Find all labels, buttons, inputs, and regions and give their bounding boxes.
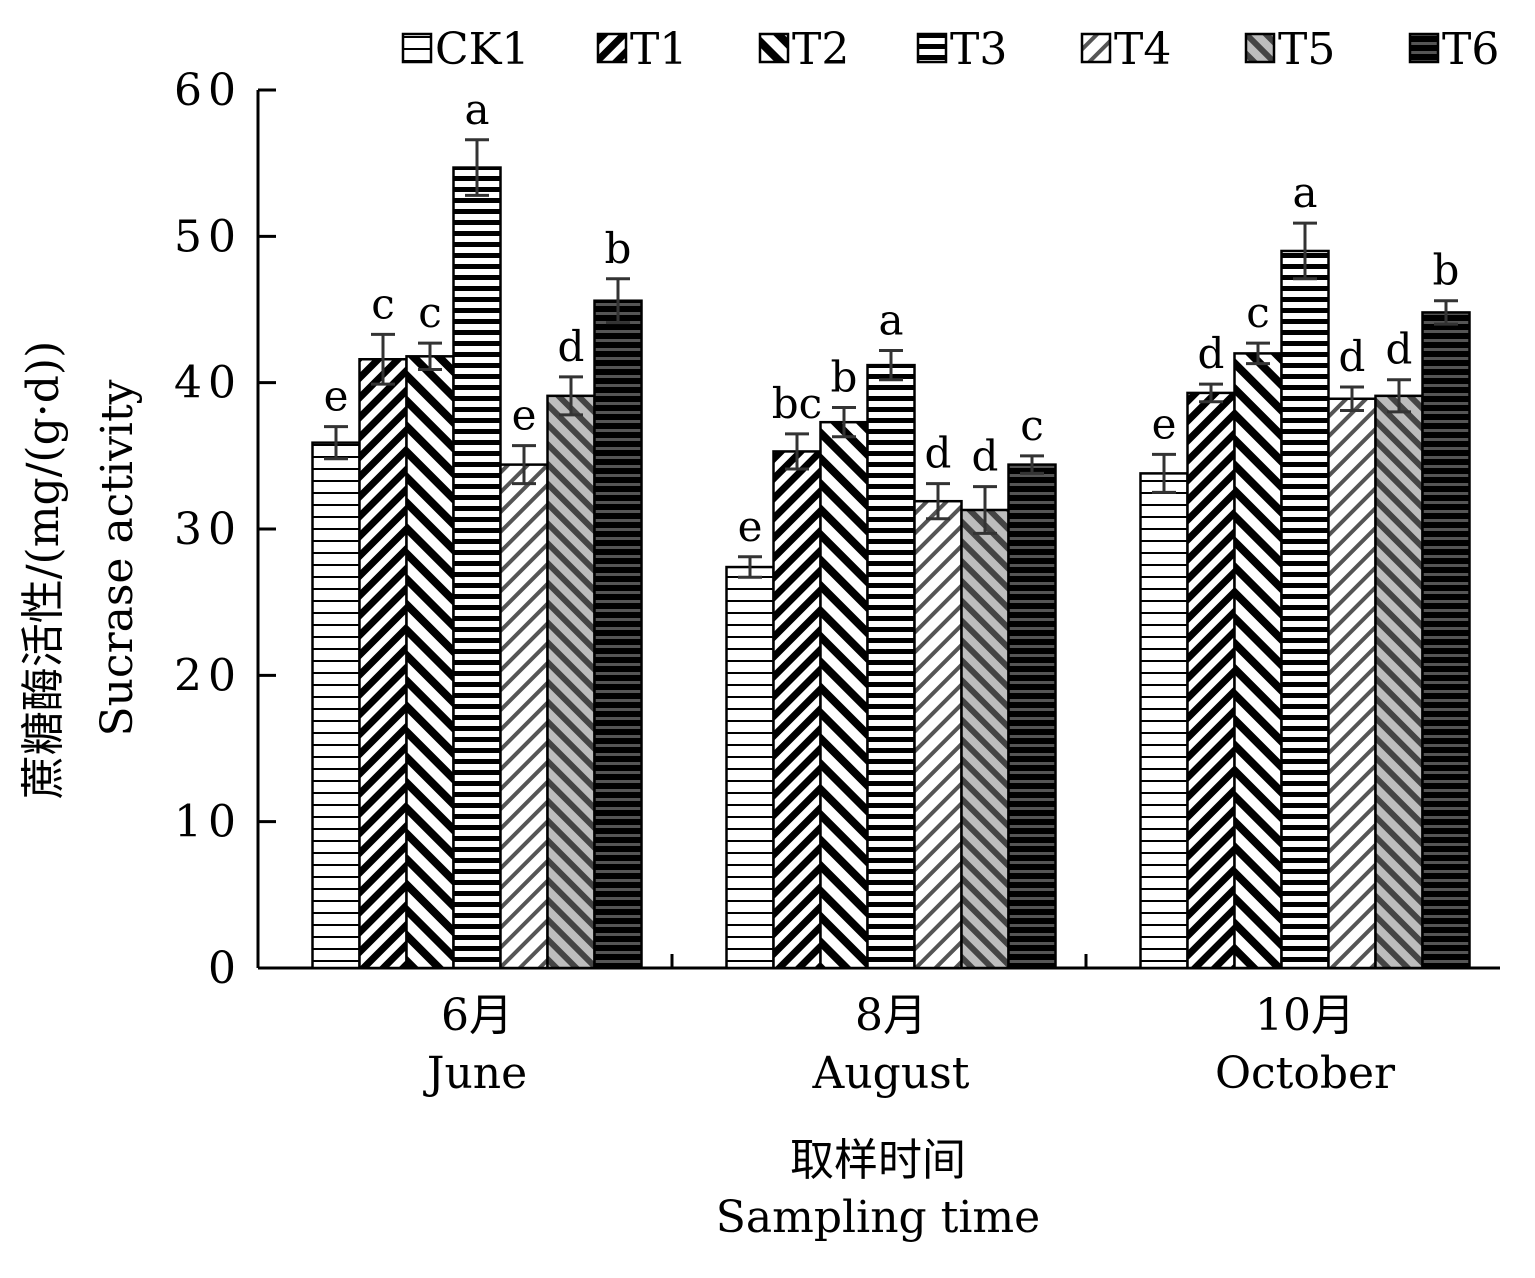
significance-label: d [558,322,585,371]
significance-label: c [418,288,442,337]
bar-t4 [1327,397,1377,970]
significance-label: d [1339,332,1366,381]
bar-ck1 [1139,472,1189,970]
bar-t1 [1186,391,1236,970]
significance-label: e [512,391,537,440]
y-tick-label: 40 [174,358,242,409]
x-category-label-en: October [1215,1048,1396,1099]
significance-label: e [324,372,349,421]
bar-ck1 [311,441,361,970]
y-axis-label-en: Sucrase activity [92,379,143,736]
significance-label: c [1246,288,1270,337]
axes: 0 10 20 30 40 50 60 6月 June 8月 August 10月 October [174,65,1500,1099]
x-category-label-cn: 8月 [855,990,927,1041]
legend-swatch-t1 [596,32,628,64]
significance-label: d [1386,325,1413,374]
x-category-label-en: August [812,1048,970,1099]
x-axis-label-cn: 取样时间 [790,1135,966,1186]
significance-label: a [464,85,489,134]
bar-t1 [358,358,408,970]
y-tick-label: 50 [174,211,242,262]
legend-label-t1: T1 [630,24,687,75]
legend-swatch-t6 [1408,32,1440,64]
legend-swatch-t2 [758,32,790,64]
bar-t2 [405,355,455,970]
bar-ck1 [725,565,775,970]
legend-label-t4: T4 [1114,24,1171,75]
legend-label-t6: T6 [1442,24,1499,75]
legend-swatch-ck1 [401,32,433,64]
significance-label: a [878,295,903,344]
significance-label: c [1020,401,1044,450]
y-tick-label: 0 [208,943,242,994]
significance-label: e [738,502,763,551]
x-category-label-cn: 10月 [1255,990,1355,1041]
significance-label: d [1198,329,1225,378]
bar-t3 [1280,249,1330,970]
significance-label: e [1152,399,1177,448]
legend-label-t2: T2 [792,24,849,75]
bar-t5 [960,508,1010,970]
x-category-label-cn: 6月 [441,990,513,1041]
bar-t6 [593,299,643,970]
legend-label-t3: T3 [950,24,1007,75]
significance-label: c [371,279,395,328]
y-tick-label: 20 [174,650,242,701]
bar-t3 [452,166,502,970]
bar-t3 [866,363,916,970]
x-axis-label-en: Sampling time [716,1192,1040,1243]
significance-label: b [605,224,632,273]
legend-label-t5: T5 [1278,24,1335,75]
significance-label: d [972,432,999,481]
significance-label: bc [772,379,822,428]
significance-label: d [925,429,952,478]
x-category-label-en: June [423,1048,527,1099]
legend-swatch-t3 [916,32,948,64]
legend-swatch-t5 [1244,32,1276,64]
bar-t5 [546,394,596,970]
y-tick-label: 60 [174,65,242,116]
legend-label-ck1: CK1 [435,24,530,75]
significance-label: a [1292,168,1317,217]
bar-t4 [913,499,963,970]
bar-t6 [1007,463,1057,970]
y-axis-label-cn: 蔗糖酶活性/(mg/(g·d)) [18,341,69,800]
significance-label: b [1433,246,1460,295]
legend-swatch-t4 [1080,32,1112,64]
significance-label: b [831,353,858,402]
legend: CK1 T1 T2 T3 T4 T5 T6 [401,24,1499,75]
y-tick-label: 30 [174,504,242,555]
y-tick-label: 10 [174,797,242,848]
bar-t2 [1233,352,1283,970]
bar-t2 [819,420,869,970]
bar-t4 [499,463,549,970]
bar-t6 [1421,311,1471,970]
bar-t5 [1374,394,1424,970]
bar-t1 [772,450,822,970]
